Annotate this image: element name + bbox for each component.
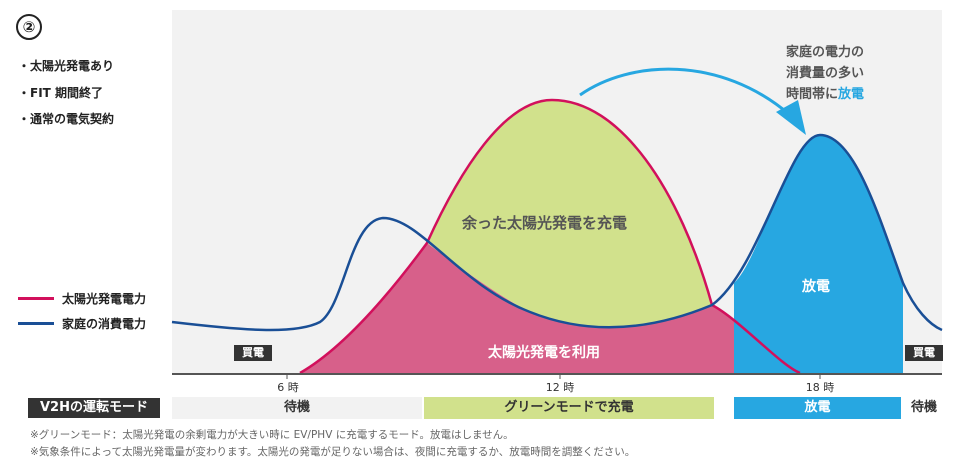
tick-label-12: 12 時 [545,381,575,394]
bullet-contract: ・通常の電気契約 [18,112,115,126]
mode-standby-end: 待機 [910,400,937,415]
discharge-label: 放電 [802,279,830,295]
annotation: 家庭の電力の 消費量の多い 時間帯に放電 [760,42,890,105]
note-weather: ※気象条件によって太陽光発電量が変わります。太陽光の発電が足りない場合は、夜間に… [30,446,636,458]
legend-solar-line [18,297,54,300]
solar-use-label: 太陽光発電を利用 [488,345,600,361]
bullet-solar: ・太陽光発電あり [18,59,115,73]
mode-green-charge: グリーンモードで充電 [424,397,714,419]
tick-label-18: 18 時 [805,381,835,394]
buy-power-right-badge: 買電 [905,345,943,361]
solar-curve [299,98,801,375]
legend-solar-label: 太陽光発電電力 [62,292,147,306]
solar-use-area [300,243,800,373]
annotation-line-3: 時間帯に放電 [760,84,890,105]
legend-solar: 太陽光発電電力 [18,290,146,307]
discharge-arrow-head [776,100,806,135]
legend-home-line [18,322,54,325]
annotation-line-2: 消費量の多い [785,66,864,81]
mode-title: V2Hの運転モード [28,398,160,418]
bullet-fit: ・FIT 期間終了 [18,86,104,100]
discharge-area [734,135,903,373]
tick-label-6: 6 時 [277,381,299,394]
discharge-arrow [579,67,791,117]
home-consumption-curve [171,133,943,332]
legend-home: 家庭の消費電力 [18,315,146,332]
mode-discharge: 放電 [734,397,901,419]
step-number: ② [16,14,42,40]
surplus-area [427,100,712,328]
mode-standby: 待機 [172,397,422,419]
annotation-line-1: 家庭の電力の [785,45,864,60]
annotation-highlight: 放電 [838,87,865,102]
buy-power-left-badge: 買電 [234,345,272,361]
surplus-label: 余った太陽光発電を充電 [462,214,628,232]
legend-home-label: 家庭の消費電力 [62,317,147,331]
annotation-prefix: 時間帯に [785,87,838,102]
note-green-mode: ※グリーンモード：太陽光発電の余剰電力が大きい時に EV/PHV に充電するモー… [30,429,514,441]
